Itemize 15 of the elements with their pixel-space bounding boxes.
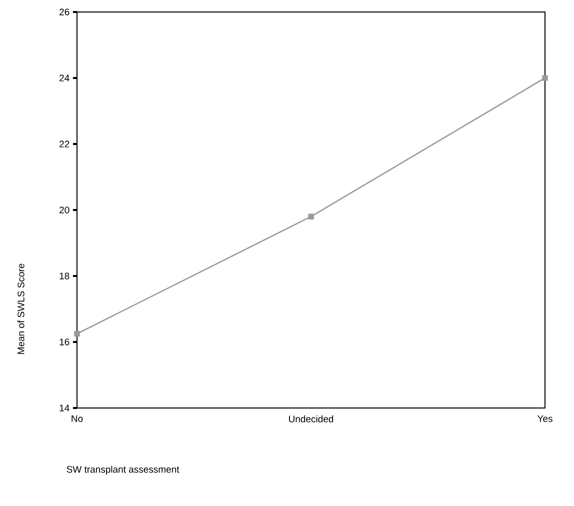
- point: [542, 75, 548, 81]
- x-tick-label: Undecided: [289, 415, 334, 422]
- y-axis-title: Mean of SWLS Score: [17, 264, 24, 354]
- y-tick-label: 20: [60, 206, 70, 214]
- x-tick-label: No: [72, 415, 83, 422]
- y-tick-label: 24: [60, 74, 70, 82]
- y-tick-label: 14: [60, 404, 70, 412]
- point: [308, 214, 314, 220]
- y-tick-label: 22: [60, 140, 70, 148]
- point: [74, 330, 80, 337]
- y-tick-label: 18: [60, 272, 70, 280]
- x-axis-title: SW transplant assessment: [66, 466, 180, 475]
- y-tick-label: 16: [60, 338, 70, 346]
- x-tick-label: Yes: [537, 415, 552, 422]
- y-tick-label: 26: [60, 8, 70, 16]
